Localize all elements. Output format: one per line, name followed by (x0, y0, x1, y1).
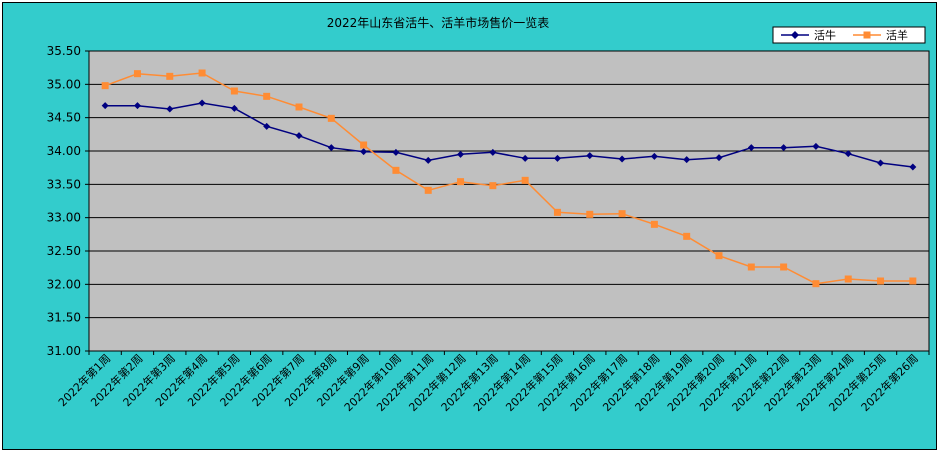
data-point-sheep (715, 252, 723, 260)
data-point-cattle (133, 102, 141, 110)
data-point-cattle (521, 154, 529, 162)
data-point-cattle (844, 150, 852, 158)
x-tick-label: 2022年第16周 (535, 351, 598, 414)
data-point-cattle (877, 159, 885, 167)
data-point-cattle (457, 150, 465, 158)
data-point-sheep (521, 176, 529, 184)
data-point-sheep (489, 182, 497, 190)
y-tick-label: 34.50 (47, 111, 81, 125)
data-point-sheep (166, 72, 174, 80)
data-point-sheep (263, 92, 271, 100)
y-axis: 31.00 31.50 32.00 32.50 33.00 33.50 34.00 34.50… (47, 44, 89, 358)
legend-label-cattle: 活牛 (814, 28, 836, 42)
y-tick-label: 33.00 (47, 211, 81, 225)
data-point-cattle (909, 163, 917, 171)
y-tick-label: 32.00 (47, 277, 81, 291)
data-point-sheep (133, 70, 141, 78)
legend: 活牛 活羊 (772, 26, 926, 44)
data-point-sheep (650, 220, 658, 228)
x-tick-label: 2022年第10周 (341, 351, 404, 414)
x-tick-label: 2022年第22周 (729, 351, 792, 414)
y-tick-label: 32.50 (47, 244, 81, 258)
legend-label-sheep: 活羊 (886, 28, 908, 42)
data-point-cattle (715, 154, 723, 162)
y-tick-label: 34.00 (47, 144, 81, 158)
data-point-sheep (780, 263, 788, 271)
x-tick-label: 2022年第25周 (826, 351, 889, 414)
data-point-sheep (877, 277, 885, 285)
data-point-sheep (424, 186, 432, 194)
data-point-cattle (489, 148, 497, 156)
y-tick-label: 31.00 (47, 344, 81, 358)
data-point-cattle (747, 144, 755, 152)
data-point-cattle (360, 148, 368, 156)
data-point-cattle (553, 154, 561, 162)
data-point-sheep (618, 210, 626, 218)
data-point-cattle (263, 122, 271, 130)
x-tick-label: 2022年第17周 (567, 351, 630, 414)
legend-marker-sheep (863, 31, 871, 39)
data-point-sheep (101, 82, 109, 90)
data-point-cattle (618, 155, 626, 163)
data-point-sheep (457, 178, 465, 186)
data-point-cattle (392, 148, 400, 156)
series-layer (101, 69, 917, 288)
data-point-cattle (327, 144, 335, 152)
x-tick-label: 2022年第20周 (664, 351, 727, 414)
x-tick-label: 2022年第13周 (438, 351, 501, 414)
x-tick-label: 2022年第14周 (470, 351, 533, 414)
x-axis: 2022年第1周2022年第2周2022年第3周2022年第4周2022年第5周… (55, 351, 930, 414)
data-point-cattle (812, 142, 820, 150)
x-tick-label: 2022年第15周 (503, 351, 566, 414)
data-point-cattle (586, 152, 594, 160)
data-point-sheep (909, 277, 917, 285)
y-tick-label: 35.00 (47, 77, 81, 91)
x-tick-label: 2022年第24周 (793, 351, 856, 414)
line-chart: 2022年山东省活牛、活羊市场售价一览表 31.00 31.50 32.00 32.5… (47, 15, 930, 414)
series-line-cattle (105, 102, 913, 168)
data-point-sheep (327, 114, 335, 122)
data-point-sheep (198, 69, 206, 77)
data-point-cattle (683, 156, 691, 164)
data-point-sheep (683, 232, 691, 240)
x-tick-label: 2022年第23周 (761, 351, 824, 414)
data-point-cattle (166, 105, 174, 113)
data-point-cattle (230, 104, 238, 112)
data-point-sheep (747, 263, 755, 271)
legend-box (772, 26, 926, 44)
y-tick-label: 35.50 (47, 44, 81, 58)
data-point-cattle (650, 152, 658, 160)
data-point-cattle (424, 156, 432, 164)
grid-lines (89, 83, 929, 319)
x-tick-label: 2022年第26周 (858, 351, 921, 414)
data-point-sheep (230, 87, 238, 95)
x-tick-label: 2022年第12周 (406, 351, 469, 414)
data-point-cattle (780, 144, 788, 152)
data-point-sheep (553, 208, 561, 216)
data-point-cattle (295, 132, 303, 140)
data-point-sheep (586, 210, 594, 218)
data-point-sheep (295, 103, 303, 111)
series-line-sheep (104, 72, 913, 285)
data-point-sheep (392, 166, 400, 174)
legend-marker-cattle (791, 31, 799, 39)
x-tick-label: 2022年第18周 (600, 351, 663, 414)
chart-title: 2022年山东省活牛、活羊市场售价一览表 (327, 15, 550, 30)
data-point-cattle (101, 102, 109, 110)
x-tick-label: 2022年第11周 (373, 351, 436, 414)
y-tick-label: 31.50 (47, 311, 81, 325)
x-tick-label: 2022年第21周 (696, 351, 759, 414)
y-tick-label: 33.50 (47, 177, 81, 191)
data-point-sheep (844, 275, 852, 283)
plot-area (88, 50, 930, 352)
x-tick-label: 2022年第19周 (632, 351, 695, 414)
chart-frame: 2022年山东省活牛、活羊市场售价一览表 31.00 31.50 32.00 32.5… (2, 2, 937, 450)
data-point-sheep (812, 280, 820, 288)
data-point-sheep (360, 141, 368, 149)
data-point-cattle (198, 99, 206, 107)
